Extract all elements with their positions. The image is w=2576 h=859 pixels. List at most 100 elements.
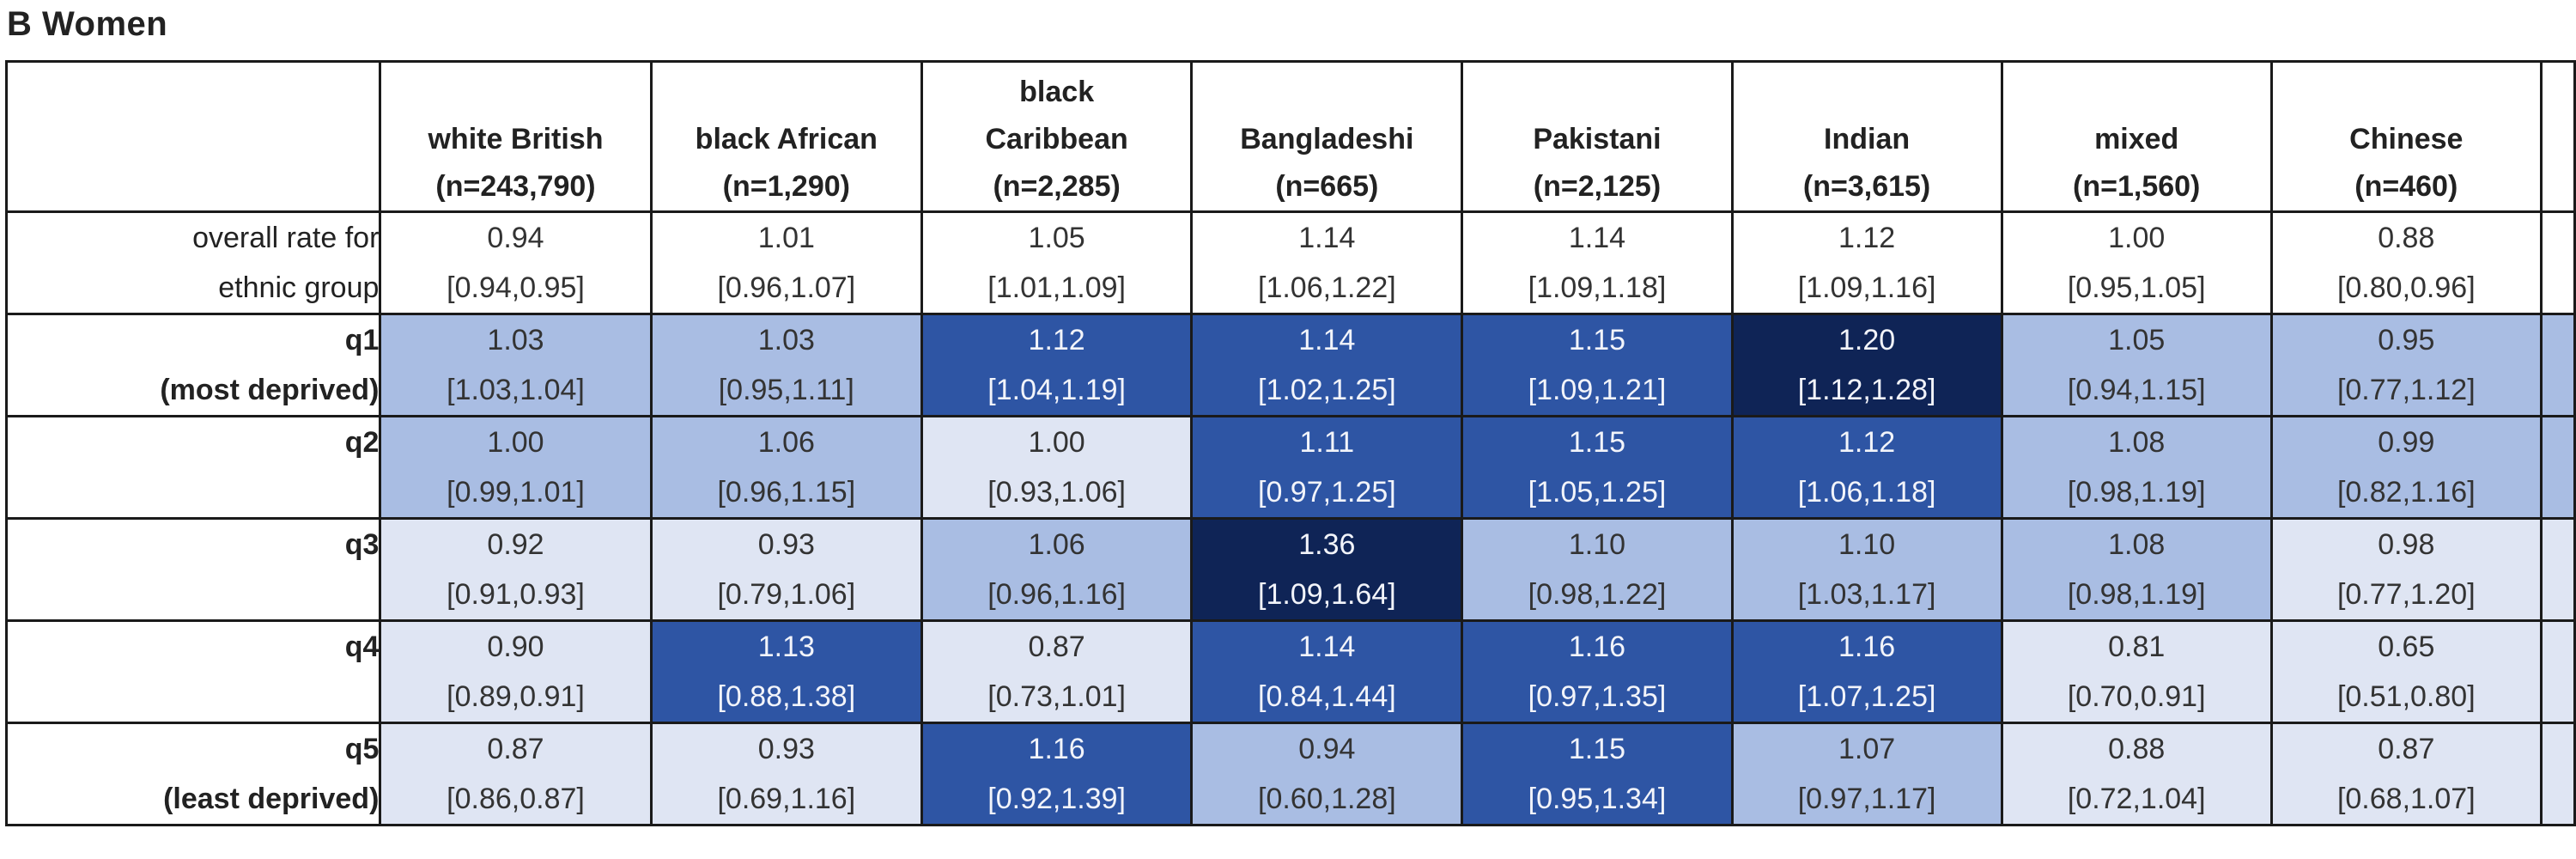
rate-cell: 1.03 [1.03,1.04] bbox=[379, 313, 653, 417]
confidence-interval: [0.77,1.20] bbox=[2336, 578, 2476, 611]
rate-value: 1.03 bbox=[757, 324, 815, 356]
confidence-interval: [0.94,0.95] bbox=[447, 271, 585, 304]
rate-ratio-table: white British (n=243,790) black African (n… bbox=[4, 60, 2576, 826]
row-label: q3 bbox=[4, 517, 382, 622]
rate-value: 1.10 bbox=[1568, 528, 1626, 561]
rate-cell: 0.99 [0.82,1.16] bbox=[2269, 415, 2543, 520]
table-row: q4 0.90 [0.89,0.91] 1.13 [0.88,1.38] 0.87 [0.… bbox=[4, 619, 2576, 724]
rate-value: 0.99 bbox=[2378, 426, 2435, 459]
confidence-interval: [0.80,0.96] bbox=[2336, 271, 2476, 304]
rate-cell: 0.98 [0.77,1.20] bbox=[2269, 517, 2543, 622]
column-header: black African (n=1,290) bbox=[649, 60, 924, 213]
rate-value: 1.07 bbox=[1838, 733, 1896, 765]
rate-cell: 1.00 [0.95,1.05] bbox=[2000, 210, 2273, 315]
rate-cell: 1.12 [1.04,1.19] bbox=[920, 313, 1194, 417]
confidence-interval: [1.09,1.16] bbox=[1797, 271, 1936, 304]
rate-value: 1.12 bbox=[1838, 222, 1896, 254]
rate-value: 0.87 bbox=[487, 733, 544, 765]
rate-cell: 1.15 [1.09,1.21] bbox=[1461, 313, 1734, 417]
rate-cell: 1.12 [1.09,1.16] bbox=[1730, 210, 2003, 315]
rate-value: 1.12 bbox=[1028, 324, 1085, 356]
rate-cell: 0.81 [0.70,0.91] bbox=[2000, 619, 2273, 724]
rate-value: 1.14 bbox=[1298, 324, 1356, 356]
confidence-interval: [0.72,1.04] bbox=[2067, 783, 2206, 815]
confidence-interval: [0.95,1.34] bbox=[1528, 783, 1667, 815]
confidence-interval: [1.07,1.25] bbox=[1797, 680, 1936, 713]
rate-cell: 1.10 [1.03,1.17] bbox=[1730, 517, 2003, 622]
truncated-cell bbox=[2539, 619, 2576, 724]
confidence-interval: [0.77,1.12] bbox=[2336, 374, 2476, 406]
rate-cell: 0.88 [0.80,0.96] bbox=[2269, 210, 2543, 315]
rate-value: 1.06 bbox=[757, 426, 815, 459]
confidence-interval: [1.03,1.17] bbox=[1797, 578, 1936, 611]
confidence-interval: [0.82,1.16] bbox=[2336, 476, 2476, 509]
row-label: q5 (least deprived) bbox=[4, 722, 382, 826]
confidence-interval: [0.97,1.17] bbox=[1797, 783, 1936, 815]
rate-cell: 1.08 [0.98,1.19] bbox=[2000, 415, 2273, 520]
table-row: q2 1.00 [0.99,1.01] 1.06 [0.96,1.15] 1.00 [0.… bbox=[4, 415, 2576, 520]
rate-value: 1.03 bbox=[487, 324, 544, 356]
rate-value: 1.06 bbox=[1028, 528, 1085, 561]
rate-cell: 1.36 [1.09,1.64] bbox=[1190, 517, 1464, 622]
confidence-interval: [0.97,1.25] bbox=[1258, 476, 1396, 509]
confidence-interval: [1.03,1.04] bbox=[447, 374, 585, 406]
rate-value: 1.16 bbox=[1838, 631, 1896, 663]
confidence-interval: [0.97,1.35] bbox=[1528, 680, 1667, 713]
rate-value: 0.94 bbox=[1298, 733, 1356, 765]
rate-cell: 0.87 [0.68,1.07] bbox=[2269, 722, 2543, 826]
rate-value: 1.00 bbox=[2108, 222, 2166, 254]
confidence-interval: [0.93,1.06] bbox=[987, 476, 1126, 509]
row-label: q4 bbox=[4, 619, 382, 724]
rate-value: 1.05 bbox=[2108, 324, 2166, 356]
row-label: q1 (most deprived) bbox=[4, 313, 382, 417]
rate-value: 1.36 bbox=[1298, 528, 1356, 561]
rate-cell: 0.88 [0.72,1.04] bbox=[2000, 722, 2273, 826]
rate-value: 0.95 bbox=[2378, 324, 2435, 356]
rate-value: 1.12 bbox=[1838, 426, 1896, 459]
confidence-interval: [0.70,0.91] bbox=[2067, 680, 2206, 713]
confidence-interval: [0.98,1.22] bbox=[1528, 578, 1667, 611]
column-header: mixed (n=1,560) bbox=[2000, 60, 2273, 213]
truncated-cell bbox=[2539, 722, 2576, 826]
row-label: q2 bbox=[4, 415, 382, 520]
rate-value: 0.93 bbox=[757, 528, 815, 561]
confidence-interval: [0.68,1.07] bbox=[2336, 783, 2476, 815]
confidence-interval: [1.06,1.22] bbox=[1258, 271, 1396, 304]
rate-cell: 1.11 [0.97,1.25] bbox=[1190, 415, 1464, 520]
column-header: Bangladeshi (n=665) bbox=[1190, 60, 1464, 213]
confidence-interval: [0.96,1.15] bbox=[717, 476, 856, 509]
rate-cell: 1.20 [1.12,1.28] bbox=[1730, 313, 2003, 417]
confidence-interval: [0.91,0.93] bbox=[447, 578, 585, 611]
rate-cell: 1.05 [1.01,1.09] bbox=[920, 210, 1194, 315]
confidence-interval: [1.02,1.25] bbox=[1258, 374, 1396, 406]
rate-value: 1.14 bbox=[1298, 631, 1356, 663]
rate-value: 0.88 bbox=[2378, 222, 2435, 254]
column-header: Indian (n=3,615) bbox=[1730, 60, 2003, 213]
rate-cell: 0.94 [0.94,0.95] bbox=[379, 210, 653, 315]
rate-value: 0.93 bbox=[757, 733, 815, 765]
rate-value: 0.92 bbox=[487, 528, 544, 561]
rate-value: 1.15 bbox=[1568, 733, 1626, 765]
rate-value: 0.90 bbox=[487, 631, 544, 663]
confidence-interval: [0.89,0.91] bbox=[447, 680, 585, 713]
confidence-interval: [0.73,1.01] bbox=[987, 680, 1126, 713]
confidence-interval: [1.09,1.64] bbox=[1258, 578, 1396, 611]
rate-value: 0.88 bbox=[2108, 733, 2166, 765]
rate-cell: 1.14 [1.09,1.18] bbox=[1461, 210, 1734, 315]
confidence-interval: [1.09,1.18] bbox=[1528, 271, 1667, 304]
rate-cell: 1.03 [0.95,1.11] bbox=[649, 313, 924, 417]
rate-value: 1.11 bbox=[1299, 426, 1355, 459]
rate-cell: 1.07 [0.97,1.17] bbox=[1730, 722, 2003, 826]
rate-value: 1.00 bbox=[1028, 426, 1085, 459]
rate-value: 1.14 bbox=[1568, 222, 1626, 254]
rate-cell: 1.06 [0.96,1.15] bbox=[649, 415, 924, 520]
rate-value: 1.15 bbox=[1568, 324, 1626, 356]
rate-value: 1.16 bbox=[1028, 733, 1085, 765]
rate-value: 1.10 bbox=[1838, 528, 1896, 561]
rate-cell: 0.65 [0.51,0.80] bbox=[2269, 619, 2543, 724]
rate-cell: 0.90 [0.89,0.91] bbox=[379, 619, 653, 724]
table-row: overall rate for ethnic group 0.94 [0.94,0.… bbox=[4, 210, 2576, 315]
confidence-interval: [0.92,1.39] bbox=[987, 783, 1126, 815]
confidence-interval: [1.01,1.09] bbox=[987, 271, 1126, 304]
rate-cell: 1.08 [0.98,1.19] bbox=[2000, 517, 2273, 622]
